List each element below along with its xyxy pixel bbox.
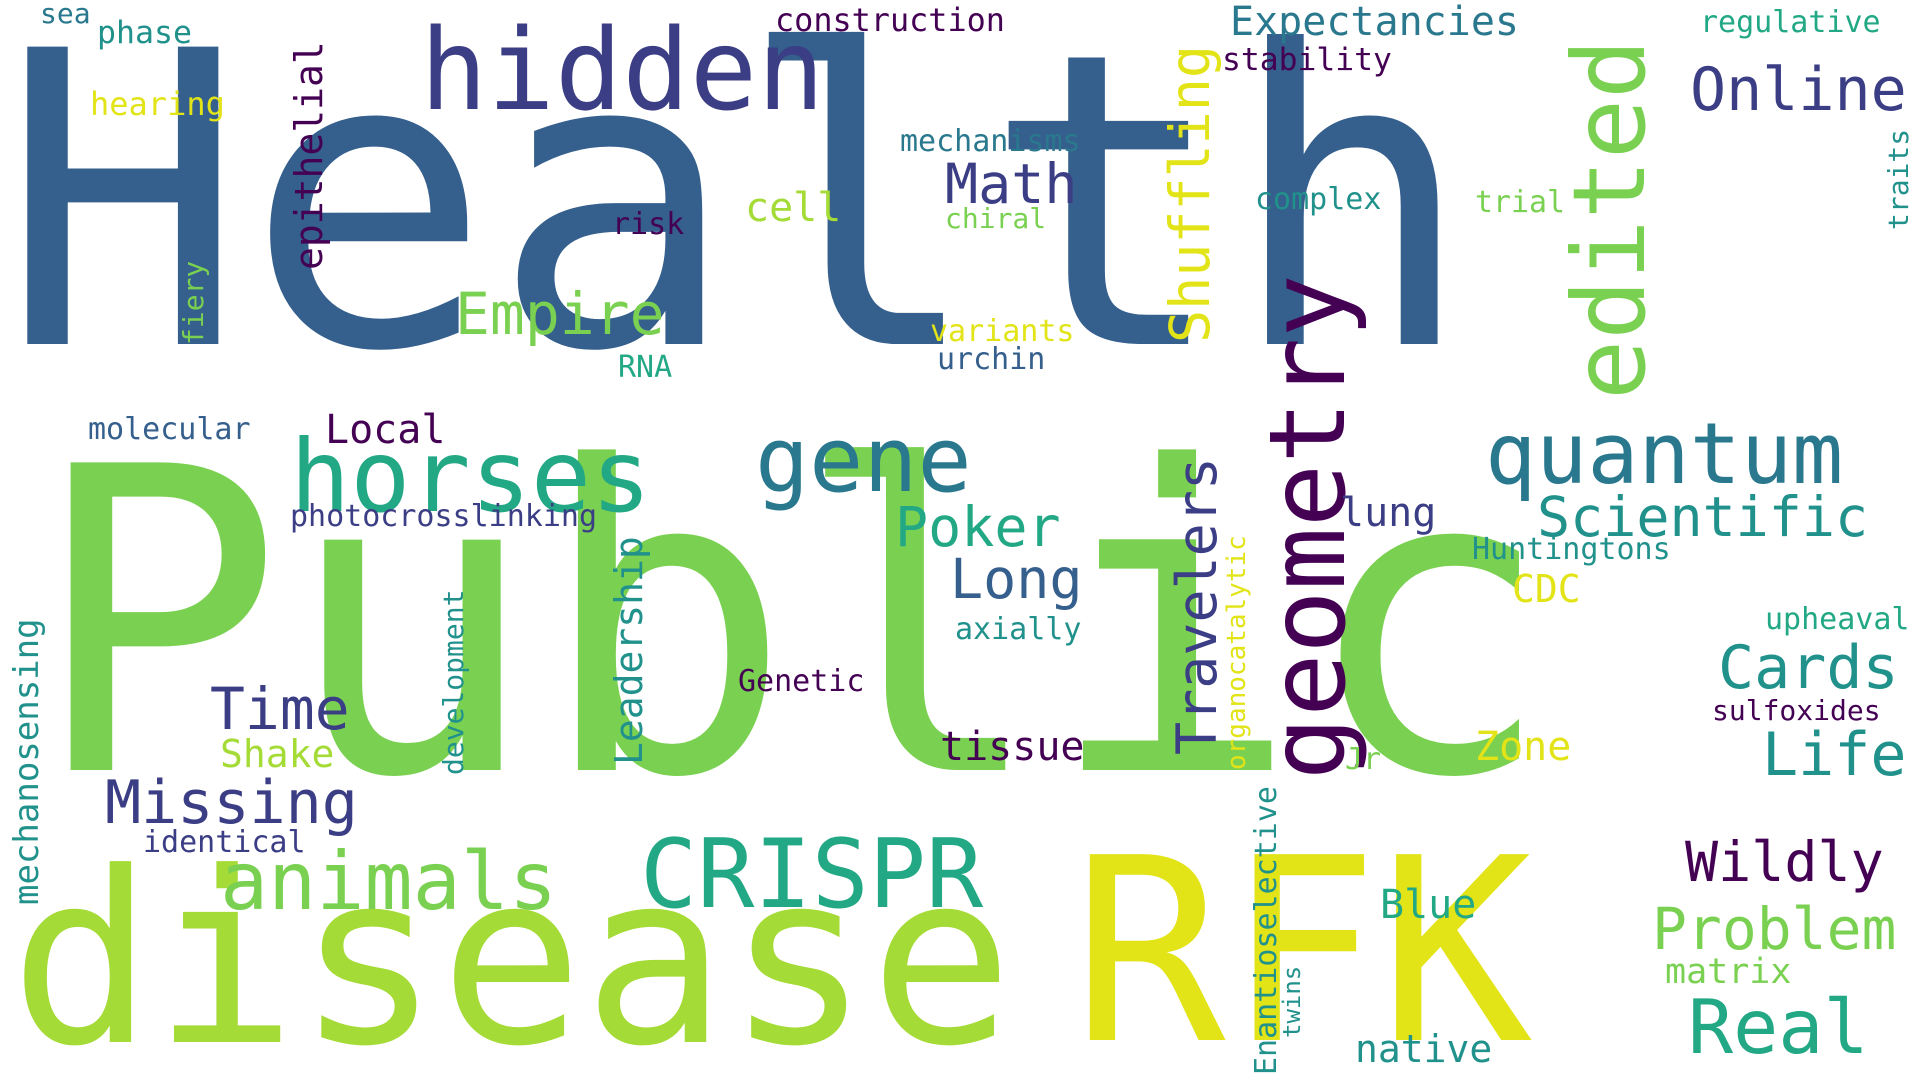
word-hidden: hidden (420, 6, 825, 136)
word-chiral: chiral (945, 202, 1047, 235)
word-travelers: Travelers (1165, 456, 1229, 755)
word-leadership: Leadership (607, 536, 651, 765)
word-construction: construction (775, 1, 1005, 39)
word-axially: axially (955, 612, 1082, 647)
word-cards: Cards (1718, 633, 1899, 703)
word-phase: phase (97, 15, 192, 51)
word-expectancies: Expectancies (1230, 0, 1519, 45)
word-local: Local (325, 407, 446, 453)
word-rfk: RFK (1072, 804, 1533, 1080)
word-cell: cell (745, 185, 842, 231)
word-complex: complex (1255, 182, 1382, 217)
word-huntingtons: Huntingtons (1472, 532, 1671, 567)
word-poker: Poker (895, 495, 1061, 559)
word-photocrosslinking: photocrosslinking (290, 499, 598, 534)
word-molecular: molecular (88, 412, 251, 447)
word-epithelial: epithelial (287, 41, 331, 270)
word-native: native (1355, 1027, 1493, 1071)
word-quantum: quantum (1485, 405, 1844, 504)
word-animals: animals (220, 835, 558, 928)
word-variants: variants (930, 314, 1075, 349)
word-shake: Shake (220, 732, 335, 776)
word-risk: risk (612, 207, 685, 242)
word-problem: Problem (1652, 895, 1897, 963)
word-crispr: CRISPR (640, 820, 984, 930)
word-cdc: CDC (1512, 567, 1581, 611)
word-jr: Jr (1345, 742, 1382, 777)
word-development: development (437, 589, 470, 775)
word-online: Online (1690, 55, 1907, 125)
word-disease: disease (10, 822, 1014, 1080)
word-shuffling: Shuffling (1158, 44, 1222, 343)
word-zone: Zone (1475, 724, 1572, 770)
word-edited: edited (1551, 38, 1668, 400)
word-regulative: regulative (1700, 5, 1881, 40)
word-scientific: Scientific (1537, 485, 1869, 549)
word-trial: trial (1475, 185, 1565, 220)
word-wildly: Wildly (1685, 830, 1884, 894)
word-tissue: tissue (940, 724, 1085, 770)
word-mechanosensing: mechanosensing (7, 618, 47, 905)
word-upheaval: upheaval (1765, 602, 1910, 637)
word-empire: Empire (455, 280, 665, 348)
word-horses: horses (290, 418, 652, 535)
word-life: Life (1762, 720, 1907, 790)
word-blue: Blue (1380, 882, 1477, 928)
word-missing: Missing (105, 768, 358, 838)
word-identical: identical (143, 825, 306, 860)
word-urchin: urchin (937, 342, 1046, 377)
word-gene: gene (755, 408, 972, 513)
word-math: Math (945, 152, 1078, 216)
word-real: Real (1688, 983, 1869, 1071)
word-health: Health (0, 0, 1474, 441)
word-lung: lung (1340, 490, 1437, 536)
word-matrix: matrix (1665, 952, 1792, 992)
word-mechanisms: mechanisms (900, 124, 1081, 159)
word-fiery: fiery (177, 260, 210, 345)
word-public: Public (30, 378, 1555, 870)
word-genetic: Genetic (738, 664, 865, 699)
word-rna: RNA (618, 350, 673, 385)
word-long: Long (950, 547, 1083, 611)
word-organocatalytic: organocatalytic (1222, 535, 1252, 770)
word-hearing: hearing (90, 85, 225, 123)
word-sea: sea (40, 0, 91, 30)
word-time: Time (210, 675, 350, 743)
word-twins: twins (1278, 965, 1306, 1038)
word-traits: traits (1882, 128, 1915, 230)
word-stability: stability (1222, 42, 1392, 78)
word-sulfoxides: sulfoxides (1712, 694, 1881, 727)
